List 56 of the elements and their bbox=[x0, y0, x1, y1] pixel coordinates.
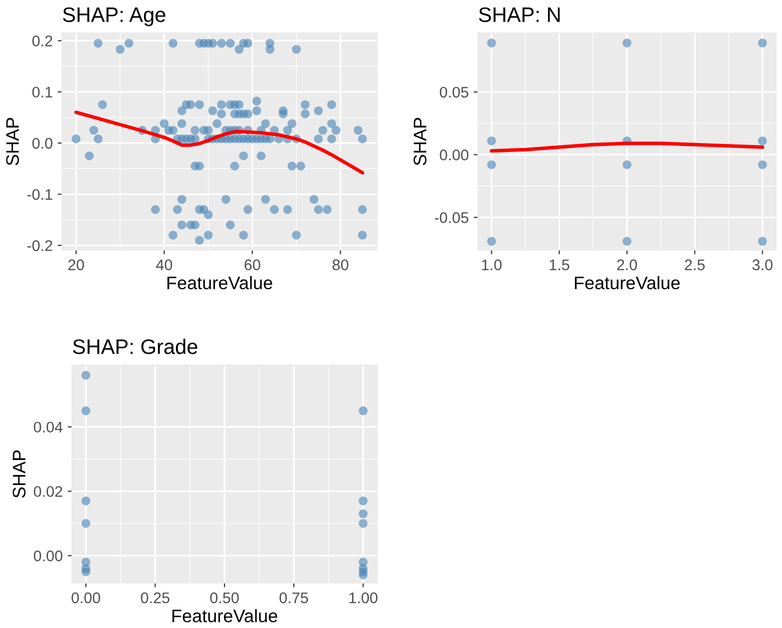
x-tick-label: 2.5 bbox=[684, 259, 705, 270]
point bbox=[758, 38, 767, 48]
x-tick-label: 0.75 bbox=[280, 592, 308, 604]
point bbox=[81, 567, 90, 576]
point bbox=[487, 236, 496, 246]
point bbox=[487, 160, 496, 170]
chart-title: SHAP: N bbox=[478, 7, 560, 22]
x-tick-label: 60 bbox=[244, 259, 260, 270]
x-tick-label: 1.00 bbox=[349, 592, 378, 604]
chart-title: SHAP: Grade bbox=[72, 338, 198, 354]
y-axis-title: SHAP bbox=[12, 450, 26, 498]
line-series bbox=[74, 110, 364, 174]
point bbox=[758, 160, 767, 170]
chart-title: SHAP: Age bbox=[62, 7, 166, 26]
x-tick-label: 2.0 bbox=[617, 259, 638, 270]
point bbox=[758, 236, 767, 246]
point bbox=[487, 136, 496, 146]
x-tick-label: 40 bbox=[156, 259, 172, 270]
point bbox=[758, 136, 767, 146]
y-tick-label: -0.2 bbox=[27, 240, 52, 252]
point bbox=[358, 570, 368, 580]
x-tick-label: 0.50 bbox=[210, 592, 239, 604]
point bbox=[81, 519, 90, 528]
y-tick-label: -0.05 bbox=[434, 212, 468, 224]
y-tick-label: 0.00 bbox=[34, 550, 62, 562]
point bbox=[81, 370, 90, 380]
x-tick-label: 1.5 bbox=[550, 260, 570, 270]
point bbox=[622, 160, 632, 170]
x-axis-title: FeatureValue bbox=[172, 609, 278, 622]
y-tick-label: 0.05 bbox=[440, 86, 468, 98]
y-tick-label: 0.1 bbox=[32, 86, 52, 98]
x-tick-label: 3.0 bbox=[752, 259, 772, 270]
point bbox=[81, 496, 90, 506]
x-axis-title: FeatureValue bbox=[167, 276, 272, 290]
x-axis-title: FeatureValue bbox=[574, 276, 680, 290]
y-tick-label: 0.02 bbox=[34, 486, 62, 497]
x-tick-label: 80 bbox=[332, 259, 348, 270]
y-tick-label: 0.00 bbox=[440, 150, 468, 160]
y-tick-label: 0.04 bbox=[34, 422, 63, 433]
x-tick-label: 0.00 bbox=[72, 592, 100, 604]
y-tick-label: 0.0 bbox=[32, 138, 52, 149]
point bbox=[622, 236, 632, 246]
point bbox=[622, 38, 632, 48]
point bbox=[487, 38, 496, 48]
point bbox=[358, 519, 368, 528]
x-tick-label: 1.0 bbox=[482, 259, 502, 270]
point bbox=[358, 406, 368, 416]
y-tick-label: -0.1 bbox=[27, 189, 52, 200]
point bbox=[358, 509, 368, 518]
y-tick-label: 0.2 bbox=[32, 36, 52, 46]
point bbox=[81, 406, 90, 416]
x-tick-label: 20 bbox=[68, 259, 84, 270]
x-tick-label: 0.25 bbox=[140, 592, 170, 604]
point bbox=[358, 496, 368, 506]
y-axis-title: SHAP bbox=[414, 118, 426, 166]
y-axis-title: SHAP bbox=[6, 118, 19, 166]
